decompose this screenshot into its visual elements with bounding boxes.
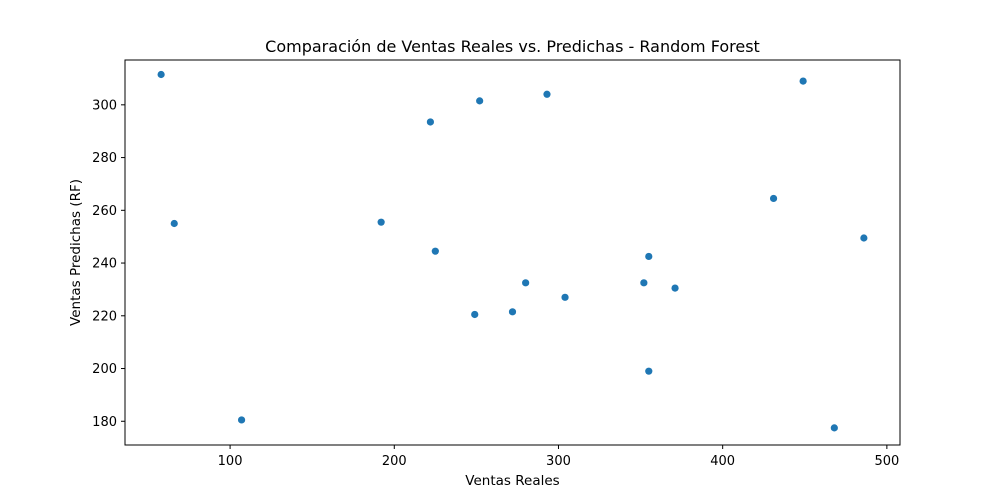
data-point bbox=[640, 279, 648, 287]
data-point bbox=[476, 97, 484, 105]
data-point bbox=[431, 247, 439, 255]
y-axis: 180 200 220 240 260 280 300 bbox=[92, 98, 125, 430]
data-point bbox=[561, 293, 569, 301]
y-tick-label: 220 bbox=[92, 309, 117, 324]
data-point bbox=[522, 279, 530, 287]
data-point bbox=[645, 367, 653, 375]
y-tick-label: 180 bbox=[92, 415, 117, 430]
data-point bbox=[799, 77, 807, 85]
data-point bbox=[157, 70, 165, 79]
chart-title: Comparación de Ventas Reales vs. Predich… bbox=[265, 37, 760, 56]
data-point bbox=[671, 284, 679, 292]
y-tick-label: 300 bbox=[92, 98, 117, 113]
y-tick-label: 260 bbox=[92, 204, 117, 219]
x-axis: 100 200 300 400 500 bbox=[218, 445, 899, 469]
data-point bbox=[769, 194, 778, 203]
y-axis-label: Ventas Predichas (RF) bbox=[68, 179, 84, 326]
data-point bbox=[830, 424, 838, 432]
data-point bbox=[237, 416, 246, 424]
data-point bbox=[170, 219, 178, 228]
data-point bbox=[543, 90, 551, 98]
x-tick-label: 300 bbox=[546, 454, 571, 469]
data-point bbox=[508, 308, 517, 316]
data-point bbox=[471, 310, 479, 319]
data-point bbox=[645, 252, 653, 261]
x-tick-label: 100 bbox=[218, 454, 243, 469]
y-tick-label: 200 bbox=[92, 362, 117, 377]
x-axis-label: Ventas Reales bbox=[465, 473, 559, 489]
y-tick-label: 280 bbox=[92, 151, 117, 166]
data-point bbox=[377, 218, 385, 226]
axes-frame bbox=[124, 59, 901, 446]
plot-area bbox=[157, 70, 868, 432]
data-point bbox=[860, 234, 868, 242]
y-tick-label: 240 bbox=[92, 257, 117, 272]
x-tick-label: 400 bbox=[710, 454, 735, 469]
x-tick-label: 500 bbox=[874, 454, 899, 469]
data-point bbox=[426, 118, 435, 126]
x-tick-label: 200 bbox=[382, 454, 407, 469]
